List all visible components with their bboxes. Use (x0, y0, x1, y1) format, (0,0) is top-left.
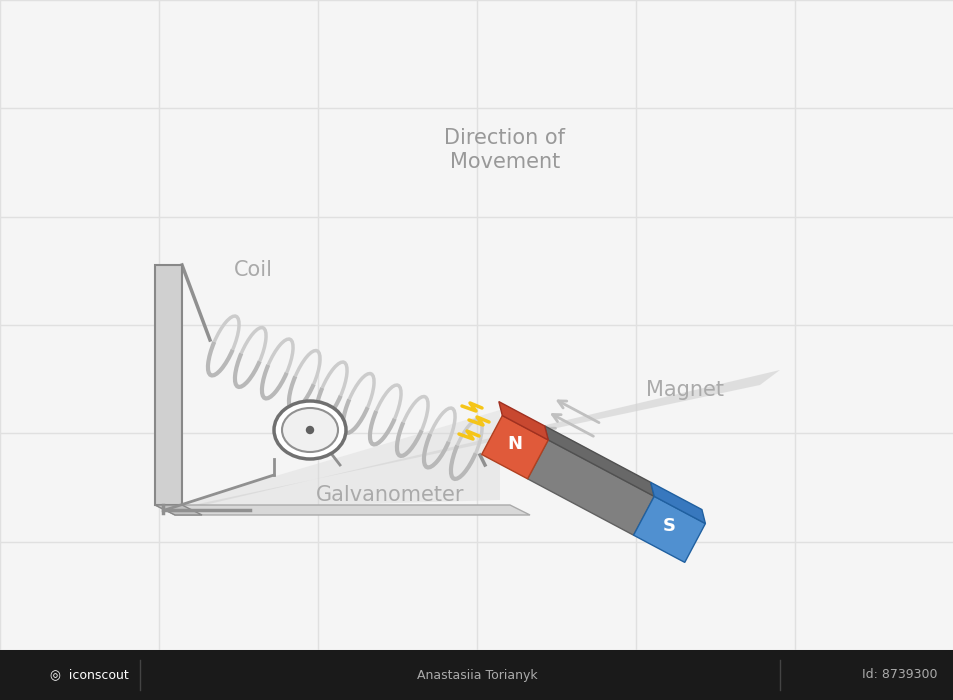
Text: Id: 8739300: Id: 8739300 (862, 668, 937, 682)
Polygon shape (527, 440, 654, 536)
Text: Anastasiia Torianyk: Anastasiia Torianyk (416, 668, 537, 682)
Polygon shape (154, 505, 530, 515)
Polygon shape (633, 496, 704, 562)
Text: Direction of
Movement: Direction of Movement (444, 128, 565, 172)
Polygon shape (481, 416, 548, 479)
Ellipse shape (274, 401, 346, 459)
Polygon shape (544, 426, 654, 496)
Bar (0, 650, 953, 700)
Text: Galvanometer: Galvanometer (315, 485, 464, 505)
Text: Magnet: Magnet (645, 380, 723, 400)
Polygon shape (160, 370, 780, 512)
Polygon shape (160, 410, 499, 510)
Polygon shape (650, 482, 704, 524)
Polygon shape (498, 402, 548, 440)
Polygon shape (154, 505, 202, 515)
Polygon shape (154, 265, 182, 505)
Ellipse shape (282, 408, 337, 452)
Text: S: S (662, 517, 676, 536)
Text: ◎  iconscout: ◎ iconscout (50, 668, 129, 682)
Circle shape (306, 426, 314, 433)
Text: Coil: Coil (233, 260, 273, 280)
Text: N: N (507, 435, 522, 453)
